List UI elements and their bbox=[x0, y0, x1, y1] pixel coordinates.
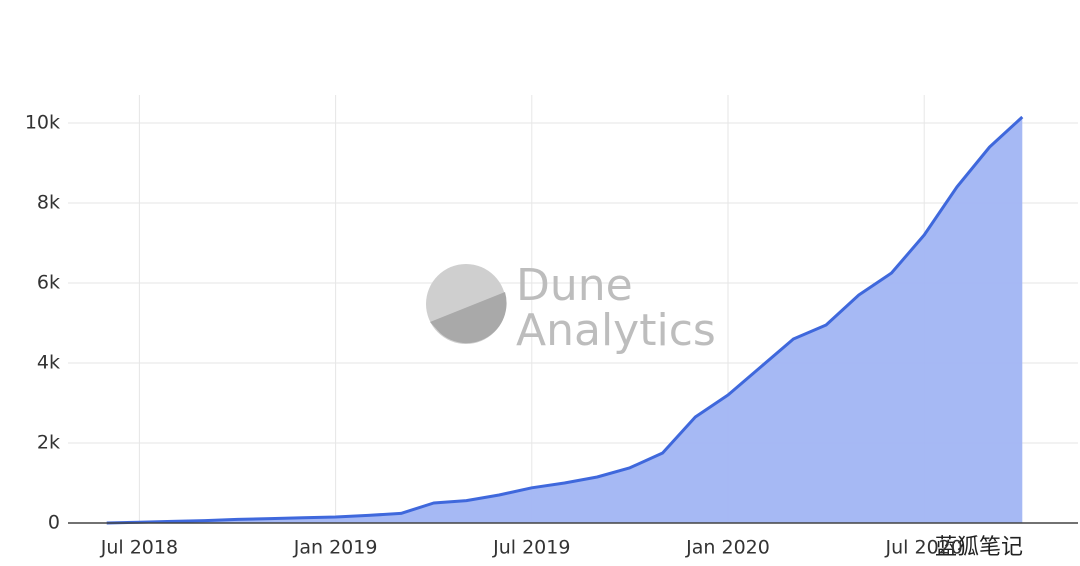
logo-shade bbox=[430, 292, 507, 344]
plot bbox=[106, 115, 1024, 525]
y-tick-label: 10k bbox=[25, 112, 60, 134]
y-tick-label: 0 bbox=[48, 512, 60, 534]
watermark-line: Analytics bbox=[516, 305, 716, 356]
y-tick-label: 6k bbox=[37, 272, 60, 294]
x-tick-label: Jul 2020 bbox=[885, 537, 963, 559]
y-tick-label: 2k bbox=[37, 432, 60, 454]
x-tick-label: Jan 2020 bbox=[685, 537, 770, 559]
y-tick-label: 4k bbox=[37, 352, 60, 374]
area bbox=[106, 117, 1023, 523]
corner-mark: 蓝狐笔记 bbox=[935, 535, 1023, 560]
line bbox=[106, 115, 1024, 525]
x-tick-label: Jul 2018 bbox=[100, 537, 178, 559]
y-tick-label: 8k bbox=[37, 192, 60, 214]
x-tick-label: Jan 2019 bbox=[293, 537, 378, 559]
watermark-line: Dune bbox=[516, 260, 633, 311]
x-tick-label: Jul 2019 bbox=[492, 537, 570, 559]
watermark: Dune Analytics bbox=[426, 260, 716, 356]
